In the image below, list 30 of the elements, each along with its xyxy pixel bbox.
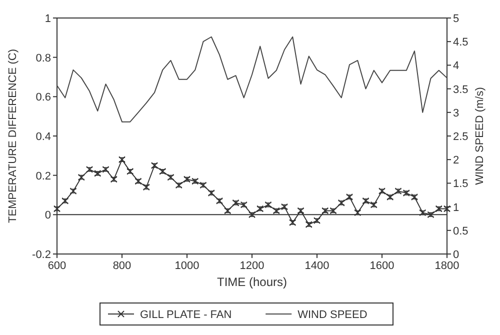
y-tick-label: 0.6 [36, 92, 51, 104]
y2-tick-label: 4.5 [453, 36, 468, 49]
y-tick-label: -0.2 [32, 249, 51, 261]
y2-axis-title: WIND SPEED (m/s) [474, 87, 486, 185]
x-tick-label: 800 [112, 260, 132, 272]
y-tick-label: 1 [44, 13, 51, 25]
x-tick-label: 1600 [370, 260, 394, 272]
y2-tick-label: 5 [453, 13, 460, 25]
y2-tick-label: 3.5 [453, 84, 468, 96]
y2-tick-label: 2.5 [453, 131, 468, 143]
x-tick-label: 1400 [304, 260, 330, 272]
y2-tick-label: 0.5 [453, 225, 468, 238]
x-axis-title: TIME (hours) [216, 275, 288, 289]
x-tick-label: 1800 [434, 260, 460, 272]
y2-tick-label: 4 [453, 60, 460, 72]
y2-tick-label: 0 [453, 249, 460, 261]
y2-tick-label: 2 [453, 154, 460, 167]
y2-tick-label: 3 [453, 107, 460, 120]
legend-label: GILL PLATE - FAN [140, 309, 232, 321]
x-tick-label: 600 [48, 260, 66, 272]
y-tick-label: 0.8 [36, 52, 51, 64]
y2-tick-label: 1 [453, 202, 460, 214]
x-tick-label: 1000 [174, 260, 200, 272]
y-tick-label: 0.2 [36, 170, 51, 182]
y-tick-label: 0 [44, 210, 51, 222]
y2-tick-label: 1.5 [453, 178, 468, 190]
legend-label: WIND SPEED [298, 309, 368, 321]
y-axis-title: TEMPERATURE DIFFERENCE (C) [7, 49, 19, 223]
x-tick-label: 1200 [240, 260, 264, 272]
y-tick-label: 0.4 [36, 131, 51, 143]
